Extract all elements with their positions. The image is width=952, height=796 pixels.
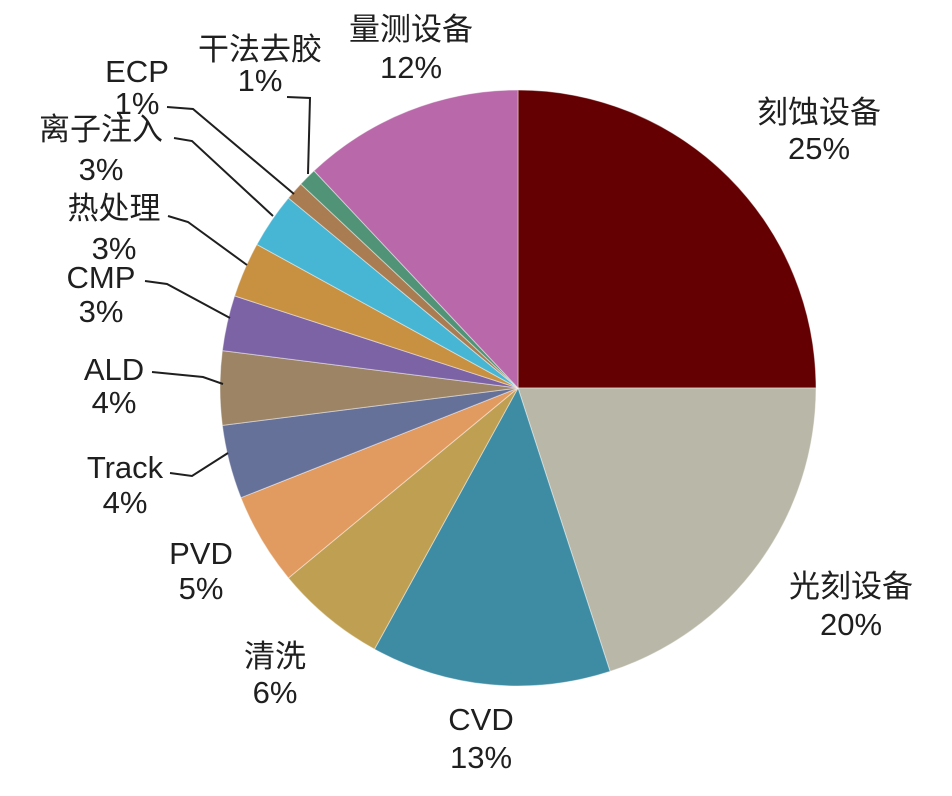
pie-slice-cvd	[373, 387, 611, 687]
slice-label-ald: ALD 4%	[84, 352, 144, 420]
slice-label-cleaning: 清洗 6%	[244, 639, 306, 710]
pie-slices-group	[219, 89, 817, 687]
slice-label-percent-dry-stripping: 1%	[238, 63, 283, 98]
pie-slice-thermal-processing	[234, 243, 519, 389]
pie-slice-lithography	[517, 387, 817, 672]
leader-line-ion-implantation	[173, 137, 274, 217]
slice-label-percent-cvd: 13%	[450, 740, 512, 775]
slice-label-percent-pvd: 5%	[179, 571, 224, 606]
slice-label-percent-metrology: 12%	[380, 50, 442, 85]
slice-label-name-cmp: CMP	[67, 260, 136, 295]
leader-line-dry-stripping	[286, 96, 312, 175]
slice-label-percent-track: 4%	[103, 485, 148, 520]
slice-label-percent-cmp: 3%	[79, 294, 124, 329]
slice-label-name-metrology: 量测设备	[349, 12, 473, 47]
slice-label-cmp: CMP 3%	[67, 260, 136, 329]
pie-slice-cleaning	[287, 387, 519, 650]
leader-line-ald	[151, 371, 224, 385]
pie-slice-cmp	[221, 295, 519, 389]
pie-slice-ald	[219, 350, 519, 426]
slice-label-name-cleaning: 清洗	[244, 639, 306, 674]
slice-label-percent-ion-implantation: 3%	[79, 152, 124, 187]
pie-slice-track	[221, 387, 519, 499]
leader-line-ecp	[166, 106, 295, 195]
slice-label-name-dry-stripping: 干法去胶	[198, 32, 322, 67]
slice-label-lithography: 光刻设备 20%	[789, 569, 913, 642]
pie-slice-metrology	[313, 89, 519, 389]
slice-label-metrology: 量测设备 12%	[349, 12, 473, 85]
slice-label-thermal-processing: 热处理 3%	[68, 191, 161, 266]
slice-label-cvd: CVD 13%	[448, 702, 513, 775]
pie-slice-ecp	[287, 183, 519, 389]
slice-label-percent-ecp: 1%	[115, 86, 160, 121]
pie-slice-ion-implantation	[256, 197, 519, 389]
leader-lines-group	[144, 96, 312, 478]
leader-line-thermal-processing	[167, 215, 248, 266]
slice-label-name-ion-implantation: 离子注入	[39, 112, 163, 147]
slice-labels-group: 刻蚀设备 25%光刻设备 20%CVD 13%清洗 6%PVD 5%Track 4%ALD 4…	[39, 12, 913, 775]
slice-label-percent-ald: 4%	[92, 385, 137, 420]
slice-label-ion-implantation: 离子注入 3%	[39, 112, 163, 187]
slice-label-name-thermal-processing: 热处理	[68, 191, 161, 226]
slice-label-dry-stripping: 干法去胶 1%	[198, 32, 322, 98]
leader-line-cmp	[144, 280, 231, 319]
slice-label-name-ald: ALD	[84, 352, 144, 387]
pie-slice-dry-stripping	[300, 170, 519, 389]
slice-label-percent-etching: 25%	[788, 131, 850, 166]
pie-slice-pvd	[240, 387, 519, 579]
pie-slice-etching	[517, 89, 817, 389]
slice-label-name-lithography: 光刻设备	[789, 569, 913, 604]
slice-label-name-cvd: CVD	[448, 702, 513, 737]
slice-label-percent-lithography: 20%	[820, 607, 882, 642]
slice-label-pvd: PVD 5%	[169, 536, 233, 606]
slice-label-ecp: ECP 1%	[105, 54, 169, 121]
slice-label-name-etching: 刻蚀设备	[757, 95, 881, 130]
slice-label-percent-cleaning: 6%	[253, 675, 298, 710]
slice-label-track: Track 4%	[87, 450, 164, 520]
slice-label-name-pvd: PVD	[169, 536, 233, 571]
slice-label-etching: 刻蚀设备 25%	[757, 95, 881, 166]
leader-line-track	[169, 452, 229, 478]
slice-label-name-ecp: ECP	[105, 54, 169, 89]
slice-label-name-track: Track	[87, 450, 164, 485]
slice-label-percent-thermal-processing: 3%	[92, 231, 137, 266]
